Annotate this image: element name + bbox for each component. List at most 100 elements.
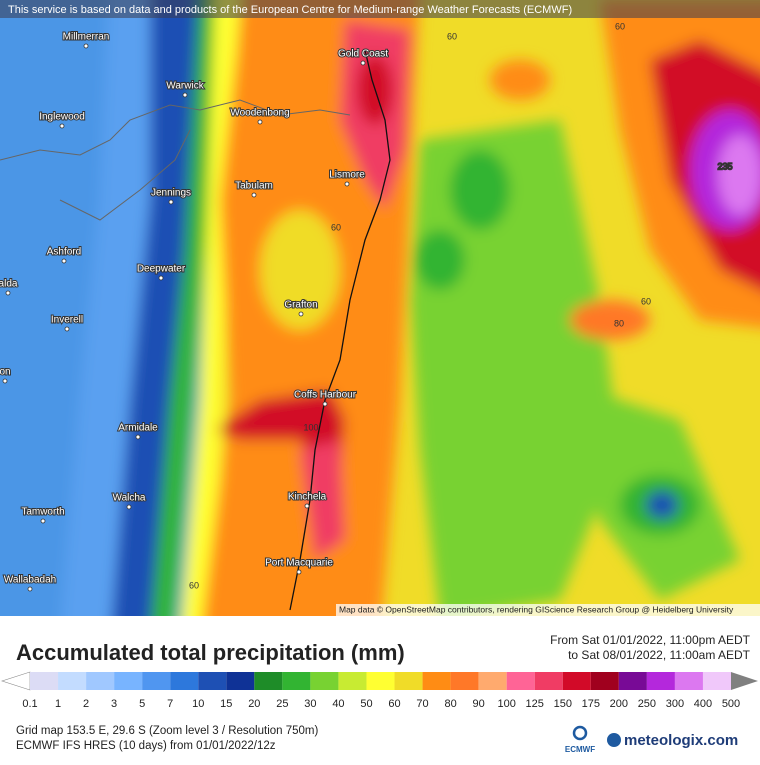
place-dot: [126, 504, 132, 510]
colorbar-class: [142, 672, 171, 690]
colorbar-label: 3: [111, 698, 117, 710]
contour-label: 60: [615, 21, 625, 31]
colorbar-class: [58, 672, 87, 690]
colorbar-label: 40: [332, 698, 344, 710]
place-label: Ashford: [47, 247, 81, 258]
colorbar-class: [310, 672, 339, 690]
place-dot: [257, 119, 263, 125]
place-dot: [59, 123, 65, 129]
colorbar-label: 175: [582, 698, 600, 710]
place-label: Walcha: [113, 493, 146, 504]
place-label: Grafton: [284, 300, 317, 311]
ecmwf-icon: [572, 725, 588, 741]
brand-icon: [607, 733, 621, 747]
colorbar-label: 7: [167, 698, 173, 710]
grid-info: Grid map 153.5 E, 29.6 S (Zoom level 3 /…: [16, 725, 319, 737]
colorbar-class: [30, 672, 59, 690]
colorbar-label: 15: [220, 698, 232, 710]
contour-label: 100: [303, 422, 318, 432]
colorbar-class: [646, 672, 675, 690]
legend-title: Accumulated total precipitation (mm): [16, 640, 405, 665]
colorbar-label: 5: [139, 698, 145, 710]
colorbar-class: [478, 672, 507, 690]
places: Millmerran Warwick Woodenbong Inglewood Gold…: [0, 31, 389, 592]
colorbar-label: 400: [694, 698, 712, 710]
place-dot: [64, 326, 70, 332]
place-label: Kinchela: [288, 492, 327, 503]
state-border: [0, 99, 351, 161]
colorbar-label: 50: [360, 698, 372, 710]
colorbar-high: [731, 672, 758, 690]
colorbar-class: [366, 672, 395, 690]
coastline: [289, 49, 391, 611]
place-label: Millmerran: [63, 32, 110, 43]
place-label: Coffs Harbour: [294, 390, 357, 401]
border: [59, 129, 191, 221]
contour-label: 60: [331, 222, 341, 232]
colorbar-label: 1: [55, 698, 61, 710]
colorbar-label: 25: [276, 698, 288, 710]
period-from: From Sat 01/01/2022, 11:00pm AEDT: [550, 633, 751, 647]
place-label: Tamworth: [21, 507, 64, 518]
notice-bar: [0, 0, 760, 18]
place-dot: [2, 378, 8, 384]
place-label: Lismore: [329, 170, 365, 181]
colorbar-label: 0.1: [22, 698, 37, 710]
contour-labels: 60 60 235 60 60 80 100 60: [189, 21, 733, 590]
place-label: Wallabadah: [4, 575, 56, 586]
notice: This service is based on data and produc…: [8, 4, 572, 16]
colorbar-label: 80: [444, 698, 456, 710]
place-label: Port Macquarie: [265, 558, 333, 569]
colorbar-class: [702, 672, 731, 690]
colorbar-class: [198, 672, 227, 690]
colorbar-label: 150: [554, 698, 572, 710]
precip-field: [0, 0, 760, 616]
model-info: ECMWF IFS HRES (10 days) from 01/01/2022…: [16, 740, 276, 752]
place-dot: [5, 290, 11, 296]
place-dot: [304, 503, 310, 509]
place-dot: [61, 258, 67, 264]
colorbar-class: [450, 672, 479, 690]
colorbar-class: [394, 672, 423, 690]
place-dot: [27, 586, 33, 592]
place-dot: [135, 434, 141, 440]
colorbar-label: 70: [416, 698, 428, 710]
colorbar-label: 90: [473, 698, 485, 710]
colorbar-class: [674, 672, 703, 690]
colorbar-label: 300: [666, 698, 684, 710]
colorbar-class: [590, 672, 619, 690]
colorbar-class: [422, 672, 451, 690]
place-dot: [296, 569, 302, 575]
place-dot: [83, 43, 89, 49]
attribution-bg: [336, 604, 760, 616]
place-label: Armidale: [118, 423, 158, 434]
colorbar-class: [282, 672, 311, 690]
brand: meteologix.com: [624, 732, 738, 749]
contour-label: 60: [189, 580, 199, 590]
contour-label: 80: [614, 318, 624, 328]
place-label: Inglewood: [39, 112, 85, 123]
place-dot: [168, 199, 174, 205]
place-label: on: [0, 367, 11, 378]
colorbar-class: [534, 672, 563, 690]
colorbar-class: [86, 672, 115, 690]
colorbar-label: 30: [304, 698, 316, 710]
colorbar: 0.1 1 2 3 5 7 10 15 20 25 30 40 50 60 70 80 90 100 125 150 1…: [1, 671, 758, 710]
place-label: Inverell: [51, 315, 83, 326]
contour-label: 235: [717, 161, 732, 171]
place-label: alda: [0, 279, 18, 290]
place-dot: [322, 401, 328, 407]
map: Millmerran Warwick Woodenbong Inglewood Gold…: [0, 0, 760, 616]
place-dot: [344, 181, 350, 187]
period-to: to Sat 08/01/2022, 11:00am AEDT: [568, 648, 751, 662]
place-dot: [251, 192, 257, 198]
colorbar-class: [506, 672, 535, 690]
place-label: Deepwater: [137, 264, 186, 275]
place-label: Tabulam: [235, 181, 273, 192]
colorbar-label: 10: [192, 698, 204, 710]
colorbar-label: 20: [248, 698, 260, 710]
place-dot: [360, 60, 366, 66]
colorbar-class: [254, 672, 283, 690]
place-dot: [40, 518, 46, 524]
